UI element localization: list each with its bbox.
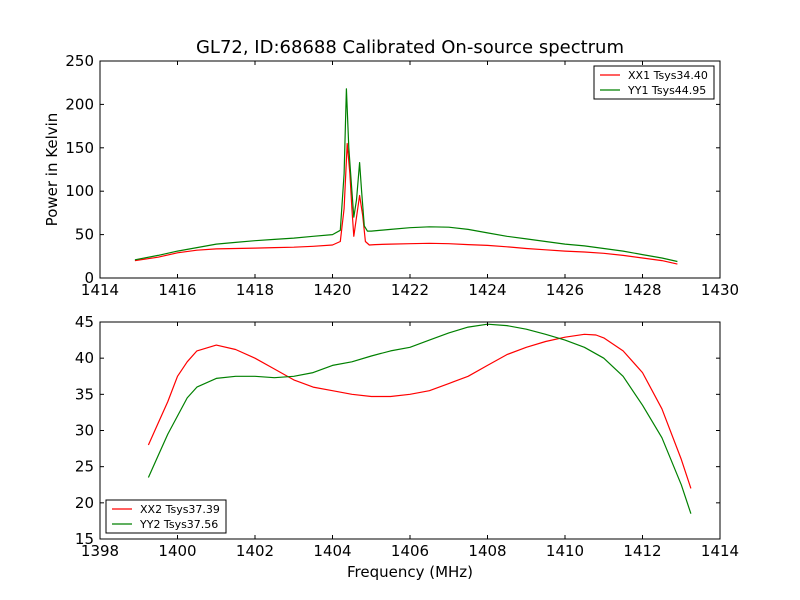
x-tick-label: 1400 bbox=[158, 542, 196, 560]
y-tick-label: 0 bbox=[84, 269, 94, 287]
x-tick-label: 1398 bbox=[81, 542, 119, 560]
x-tick-label: 1412 bbox=[623, 542, 661, 560]
series-line-1 bbox=[134, 142, 678, 265]
legend-label-1: XX2 Tsys37.39 bbox=[140, 503, 220, 516]
legend-label-2: YY2 Tsys37.56 bbox=[139, 518, 218, 531]
y-tick-label: 100 bbox=[65, 182, 94, 200]
y-tick-label: 45 bbox=[75, 313, 94, 331]
y-tick-label: 30 bbox=[75, 422, 94, 440]
y-tick-label: 200 bbox=[65, 95, 94, 113]
x-tick-label: 1422 bbox=[391, 281, 429, 299]
x-tick-label: 1420 bbox=[313, 281, 351, 299]
x-tick-label: 1414 bbox=[81, 281, 119, 299]
plots: 1414 1416 1418 1420 1422 1424 1426 1428 1430 0 50 1… bbox=[43, 52, 739, 581]
y-tick-label: 20 bbox=[75, 494, 94, 512]
legend: XX2 Tsys37.39 YY2 Tsys37.56 bbox=[105, 499, 227, 534]
x-tick-label: 1418 bbox=[236, 281, 274, 299]
series-line-1 bbox=[147, 333, 692, 489]
legend: XX1 Tsys34.40 YY1 Tsys44.95 bbox=[593, 65, 715, 100]
legend-box bbox=[105, 499, 227, 534]
y-tick-label: 50 bbox=[75, 226, 94, 244]
y-tick-label: 250 bbox=[65, 52, 94, 70]
y-tick-label: 25 bbox=[75, 458, 94, 476]
series-group bbox=[147, 323, 692, 514]
x-tick-label: 1428 bbox=[623, 281, 661, 299]
x-tick-label: 1408 bbox=[468, 542, 506, 560]
x-tick-label: 1406 bbox=[391, 542, 429, 560]
x-tick-label: 1404 bbox=[313, 542, 351, 560]
legend-label-2: YY1 Tsys44.95 bbox=[627, 84, 706, 97]
y-tick-label: 35 bbox=[75, 385, 94, 403]
x-tick-label: 1430 bbox=[701, 281, 739, 299]
y-tick-label: 15 bbox=[75, 530, 94, 548]
y-axis-label: Power in Kelvin bbox=[43, 113, 61, 227]
subplot-2: 1398 1400 1402 1404 1406 1408 1410 1412 1414 15 20… bbox=[75, 313, 739, 581]
x-tick-label: 1416 bbox=[158, 281, 196, 299]
x-tick-label: 1410 bbox=[546, 542, 584, 560]
x-axis-label: Frequency (MHz) bbox=[347, 563, 473, 581]
subplot-1: 1414 1416 1418 1420 1422 1424 1426 1428 1430 0 50 1… bbox=[43, 52, 739, 299]
legend-label-1: XX1 Tsys34.40 bbox=[628, 69, 708, 82]
x-tick-label: 1402 bbox=[236, 542, 274, 560]
x-tick-label: 1426 bbox=[546, 281, 584, 299]
y-tick-label: 40 bbox=[75, 349, 94, 367]
y-tick-label: 150 bbox=[65, 139, 94, 157]
series-group bbox=[134, 88, 678, 265]
x-tick-label: 1424 bbox=[468, 281, 506, 299]
figure-title: GL72, ID:68688 Calibrated On-source spec… bbox=[196, 37, 624, 58]
x-tick-label: 1414 bbox=[701, 542, 739, 560]
legend-box bbox=[593, 65, 715, 100]
series-line-2 bbox=[134, 88, 678, 263]
series-line-2 bbox=[147, 323, 692, 514]
